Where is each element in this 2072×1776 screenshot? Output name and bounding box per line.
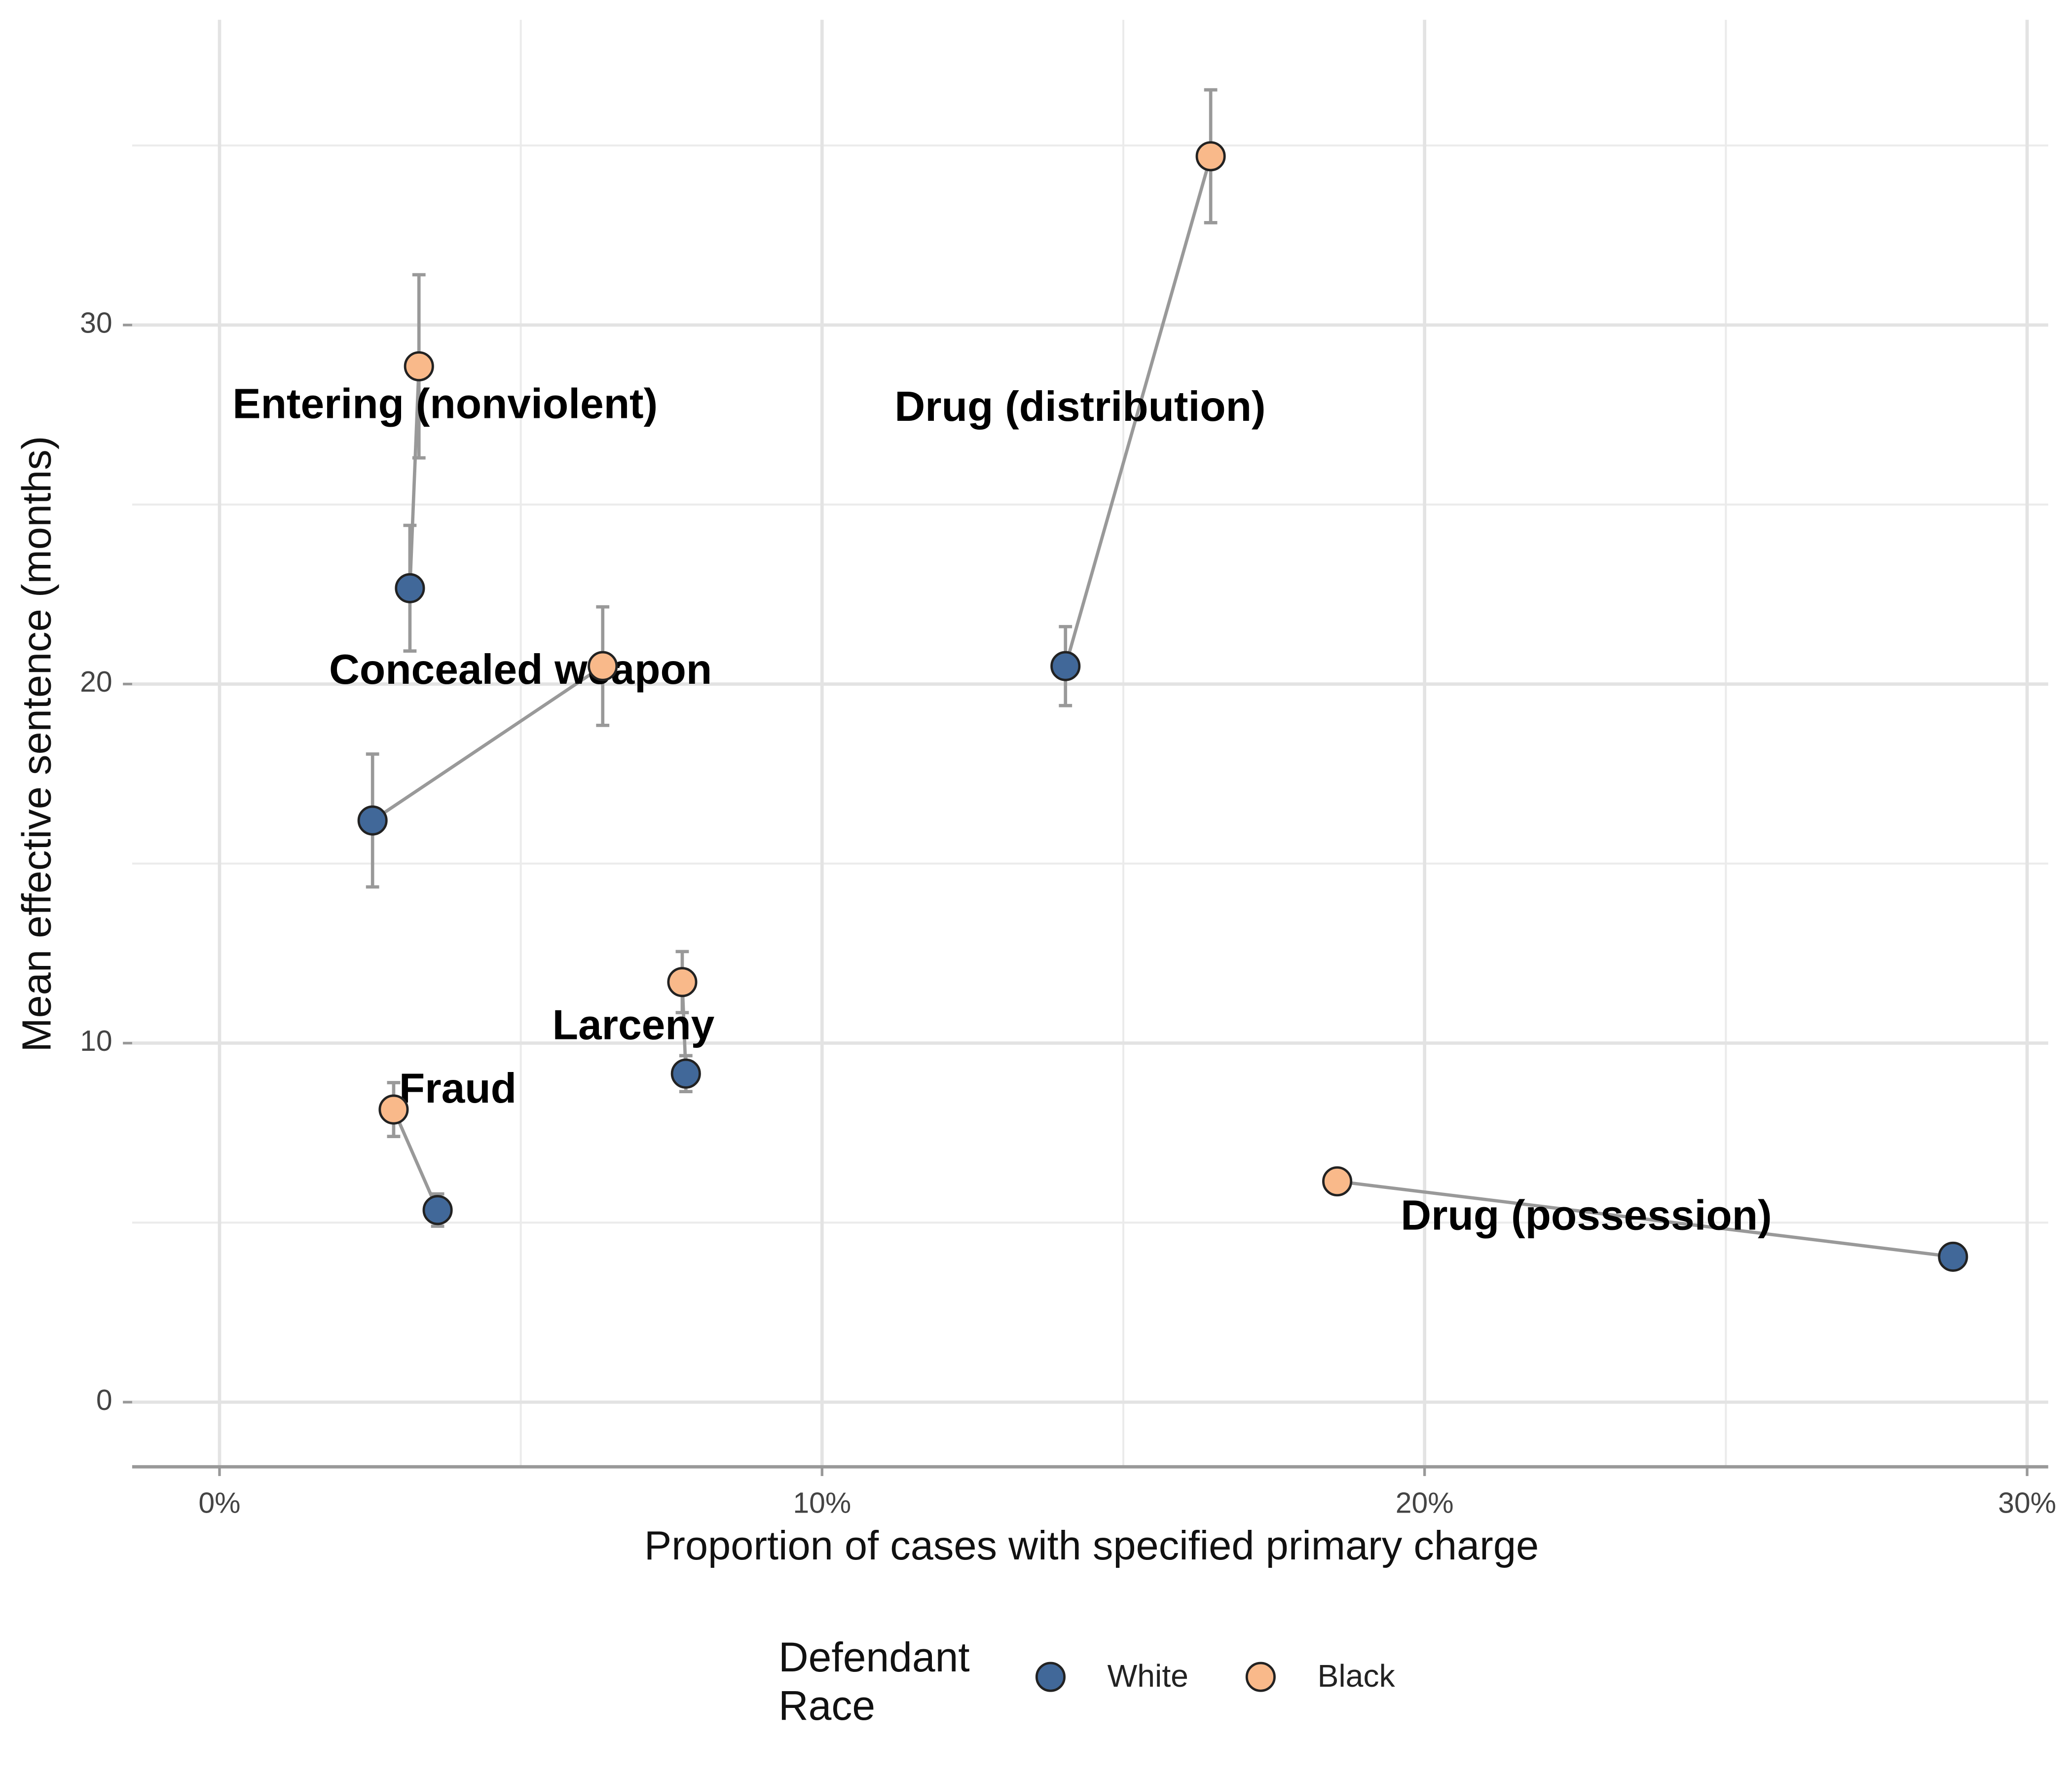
point: [395, 573, 425, 603]
charge-label: Larceny: [553, 1001, 715, 1049]
point: [1322, 1166, 1353, 1197]
charge-label: Drug (possession): [1401, 1191, 1772, 1239]
legend-label: White: [1108, 1658, 1188, 1694]
point: [378, 1094, 409, 1125]
connector: [392, 1109, 440, 1211]
y-tick-label: 30: [80, 307, 112, 339]
legend-swatch: [1035, 1662, 1066, 1692]
legend-label: Black: [1318, 1658, 1396, 1694]
point: [1195, 141, 1226, 172]
y-tick-label: 10: [80, 1025, 112, 1057]
legend-title: Defendant Race: [778, 1634, 970, 1729]
point: [1050, 651, 1081, 681]
point: [357, 805, 388, 836]
point: [588, 651, 618, 681]
point: [1938, 1241, 1968, 1272]
connector: [1064, 155, 1213, 667]
charge-label: Entering (nonviolent): [232, 380, 658, 428]
x-tick-label: 30%: [1998, 1487, 2056, 1519]
point: [404, 351, 434, 382]
charge-label: Fraud: [399, 1065, 517, 1112]
y-axis-title: Mean effective sentence (months): [13, 436, 59, 1052]
y-tick-label: 20: [80, 666, 112, 698]
charge-label: Drug (distribution): [894, 383, 1265, 430]
point: [667, 967, 698, 998]
x-axis-title: Proportion of cases with specified prima…: [644, 1522, 1539, 1568]
legend-swatch: [1245, 1662, 1276, 1692]
charge-label: Concealed weapon: [329, 646, 712, 693]
x-tick-label: 20%: [1396, 1487, 1454, 1519]
point: [670, 1058, 701, 1089]
connector: [371, 665, 604, 822]
connector: [1337, 1180, 1954, 1258]
y-tick-label: 0: [96, 1384, 112, 1416]
x-tick-label: 10%: [793, 1487, 851, 1519]
x-tick-label: 0%: [198, 1487, 240, 1519]
point: [422, 1195, 453, 1225]
